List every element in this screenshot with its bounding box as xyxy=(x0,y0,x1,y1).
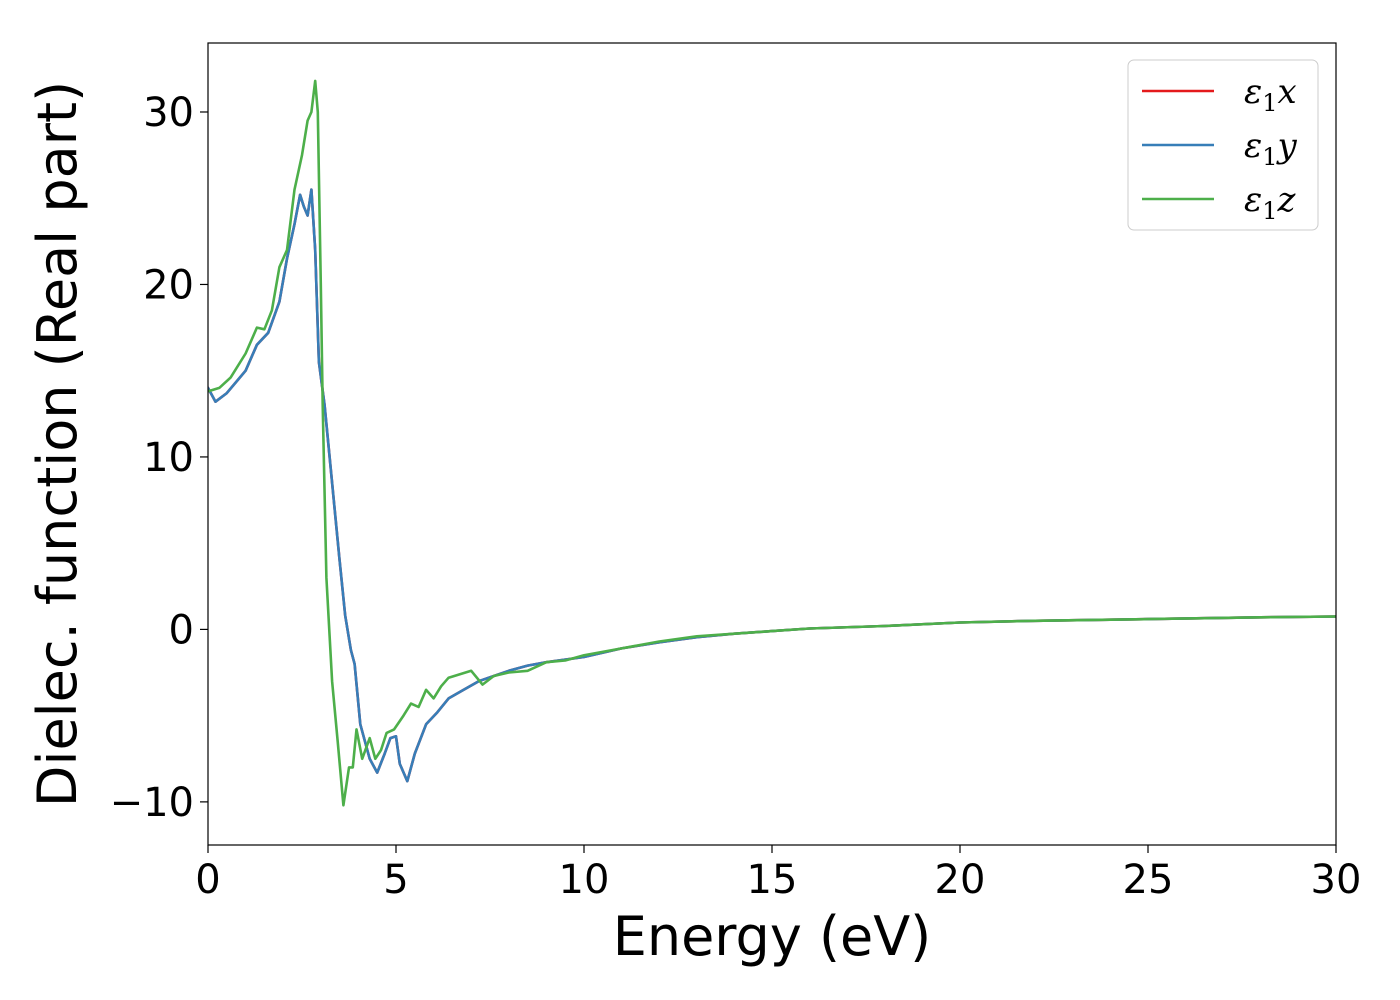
legend-label-x: ε1x xyxy=(1244,72,1297,117)
y-tick-label: 30 xyxy=(143,90,194,136)
series-line-y xyxy=(208,188,1336,783)
x-tick-label: 15 xyxy=(747,857,798,903)
x-tick-label: 30 xyxy=(1311,857,1362,903)
y-tick-label: −10 xyxy=(110,780,194,826)
legend-label-z: ε1z xyxy=(1244,180,1297,225)
legend-box xyxy=(1127,59,1319,231)
series-line-z xyxy=(208,79,1336,807)
legend-label-y: ε1y xyxy=(1244,126,1298,171)
y-tick-label: 10 xyxy=(143,435,194,481)
x-tick-label: 0 xyxy=(195,857,220,903)
legend: ε1x ε1y ε1z xyxy=(1127,59,1319,231)
y-tick-label: 20 xyxy=(143,262,194,308)
x-axis-label: Energy (eV) xyxy=(613,905,932,968)
x-tick-label: 5 xyxy=(383,857,408,903)
series-line-x xyxy=(208,188,1336,783)
y-axis-label: Dielec. function (Real part) xyxy=(26,81,89,807)
y-tick-label: 0 xyxy=(169,607,194,653)
plot-layer xyxy=(208,79,1336,807)
x-tick-label: 20 xyxy=(935,857,986,903)
x-tick-label: 25 xyxy=(1123,857,1174,903)
x-axis: 0 5 10 15 20 25 30 xyxy=(195,845,1361,903)
x-tick-label: 10 xyxy=(559,857,610,903)
y-axis: −10 0 10 20 30 xyxy=(110,90,208,826)
